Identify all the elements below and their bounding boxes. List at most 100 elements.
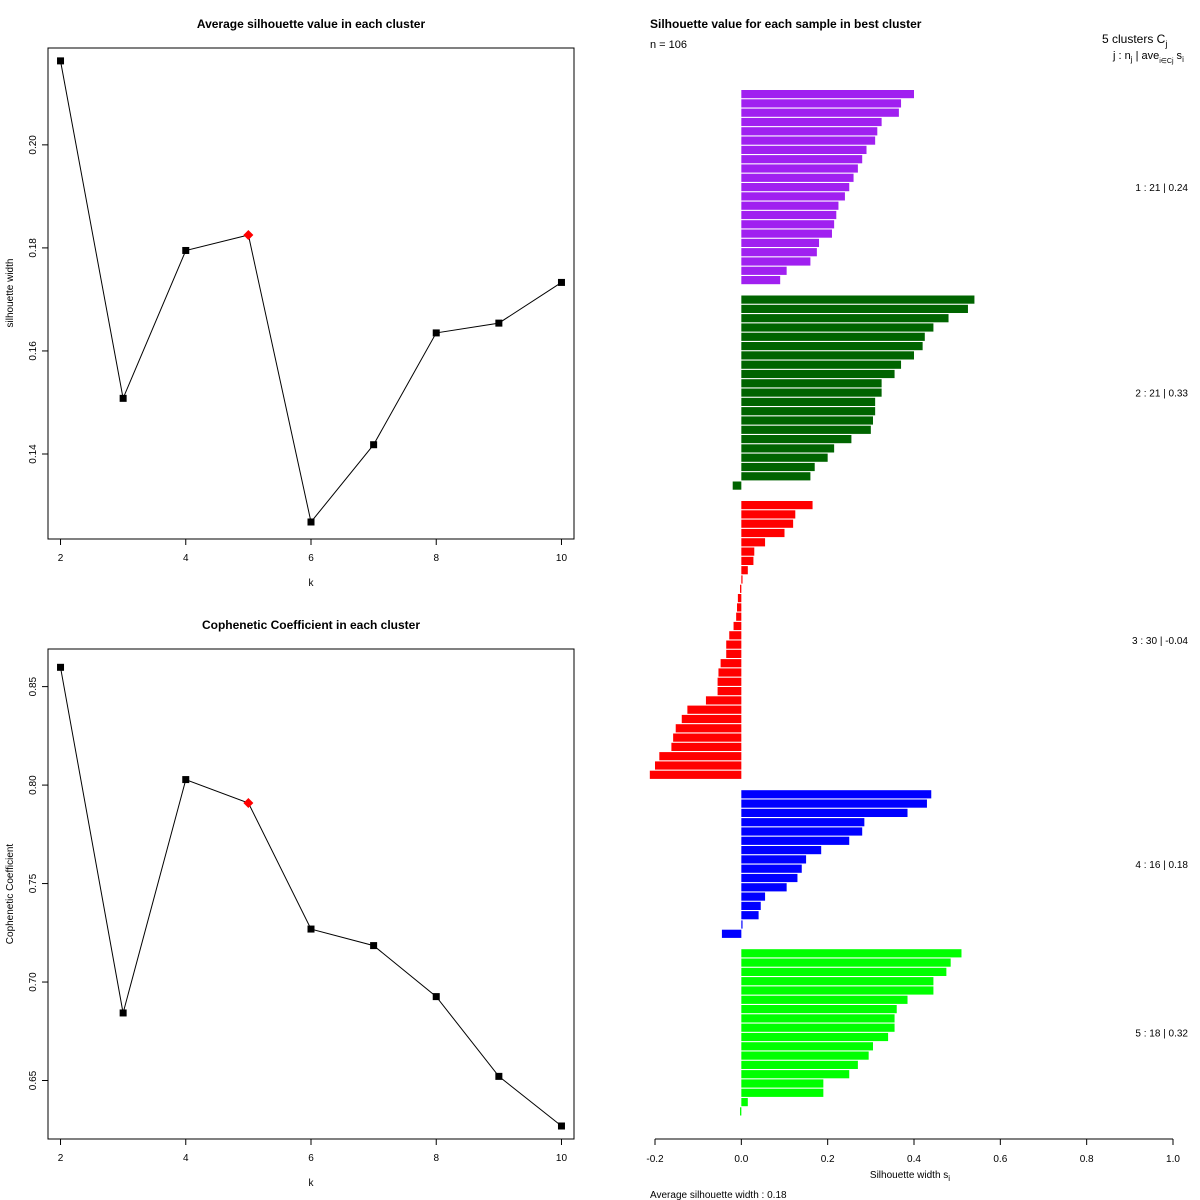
cluster-2-summary-label: 2 : 21 | 0.33 bbox=[1135, 389, 1188, 400]
silhouette-bar-cluster-3 bbox=[675, 724, 742, 733]
silhouette-bar-cluster-5 bbox=[741, 995, 908, 1004]
silhouette-bar-cluster-3 bbox=[705, 696, 742, 705]
silhouette-bar-cluster-2 bbox=[741, 425, 871, 434]
silhouette-bar-cluster-1 bbox=[741, 238, 820, 247]
silhouette-bar-cluster-3 bbox=[737, 603, 742, 612]
silhouette-bar-cluster-1 bbox=[741, 145, 867, 154]
silhouette-x-tick-label: 0.8 bbox=[1080, 1154, 1094, 1165]
silhouette-bar-cluster-3 bbox=[733, 621, 742, 631]
cophenetic-points bbox=[57, 663, 565, 1130]
silhouette-bar-cluster-2 bbox=[741, 295, 975, 304]
silhouette-bar-cluster-4 bbox=[741, 920, 743, 929]
p1-data-point bbox=[370, 441, 378, 449]
legend-sub-ij: i∈Cj bbox=[1159, 58, 1174, 65]
silhouette-bar-cluster-2 bbox=[741, 314, 949, 323]
silhouette-bar-cluster-3 bbox=[687, 705, 742, 714]
cluster-5-summary-label: 5 : 18 | 0.32 bbox=[1135, 1028, 1188, 1039]
cluster-3-summary-label: 3 : 30 | -0.04 bbox=[1132, 636, 1188, 647]
silhouette-bar-cluster-3 bbox=[741, 566, 748, 575]
average-silhouette-panel: Average silhouette value in each cluster… bbox=[5, 17, 575, 589]
silhouette-bar-cluster-3 bbox=[673, 733, 742, 742]
silhouette-bar-cluster-2 bbox=[741, 472, 811, 481]
silhouette-bar-cluster-2 bbox=[741, 323, 934, 332]
silhouette-bar-cluster-1 bbox=[741, 164, 858, 173]
legend-header-main: 5 clusters C bbox=[1102, 32, 1166, 46]
silhouette-bar-cluster-3 bbox=[741, 510, 796, 519]
silhouette-x-tick-label: 0.0 bbox=[734, 1154, 748, 1165]
silhouette-legend-header: 5 clusters Cj j : nj | avei∈Cj si bbox=[1102, 32, 1184, 65]
silhouette-bar-cluster-4 bbox=[741, 808, 908, 817]
avg-silhouette-y-ticks: 0.14 0.16 0.18 0.20 bbox=[28, 135, 48, 464]
p1-data-point bbox=[557, 278, 565, 286]
silhouette-bar-cluster-1 bbox=[741, 266, 787, 275]
silhouette-bar-cluster-1 bbox=[741, 183, 850, 192]
silhouette-bar-cluster-5 bbox=[741, 1088, 824, 1097]
silhouette-bar-cluster-4 bbox=[741, 911, 759, 920]
p2-data-point bbox=[495, 1072, 503, 1080]
p2-x-tick-label: 8 bbox=[433, 1153, 439, 1164]
cophenetic-y-ticks: 0.65 0.70 0.75 0.80 0.85 bbox=[28, 676, 48, 1090]
silhouette-bar-cluster-4 bbox=[741, 901, 761, 910]
silhouette-bar-cluster-4 bbox=[741, 864, 802, 873]
legend-sub-si: i bbox=[1182, 55, 1184, 64]
silhouette-cluster-labels: 1 : 21 | 0.24 2 : 21 | 0.33 3 : 30 | -0.04… bbox=[1132, 183, 1188, 1039]
silhouette-bar-cluster-3 bbox=[655, 761, 742, 770]
silhouette-bar-cluster-2 bbox=[741, 379, 882, 388]
silhouette-x-tick-label: 0.2 bbox=[821, 1154, 835, 1165]
silhouette-bar-cluster-5 bbox=[741, 1032, 889, 1042]
silhouette-x-axis-label-main: Silhouette width s bbox=[870, 1170, 948, 1181]
silhouette-bar-cluster-4 bbox=[741, 892, 766, 901]
silhouette-bar-cluster-2 bbox=[741, 304, 968, 313]
silhouette-x-axis-label: Silhouette width si bbox=[870, 1170, 950, 1183]
silhouette-bar-cluster-1 bbox=[741, 229, 832, 238]
silhouette-bar-cluster-2 bbox=[741, 351, 914, 360]
silhouette-bar-cluster-3 bbox=[681, 714, 742, 724]
silhouette-bar-cluster-3 bbox=[737, 594, 742, 603]
silhouette-bar-cluster-4 bbox=[741, 883, 787, 892]
p1-y-tick-label: 0.14 bbox=[28, 444, 39, 464]
p2-data-point bbox=[57, 663, 65, 671]
p2-best-k-point bbox=[243, 798, 254, 809]
silhouette-bar-cluster-3 bbox=[741, 547, 755, 556]
p2-data-point bbox=[182, 776, 190, 784]
p1-x-tick-label: 2 bbox=[58, 553, 64, 564]
silhouette-bar-cluster-2 bbox=[741, 462, 815, 472]
p2-data-point bbox=[370, 942, 378, 950]
silhouette-bar-cluster-2 bbox=[741, 332, 925, 341]
avg-silhouette-x-ticks: 2 4 6 8 10 bbox=[58, 539, 567, 564]
silhouette-bar-cluster-2 bbox=[741, 407, 876, 416]
silhouette-bar-cluster-3 bbox=[726, 649, 742, 658]
p2-data-point bbox=[557, 1122, 565, 1130]
silhouette-bar-cluster-1 bbox=[741, 155, 863, 164]
silhouette-bar-cluster-3 bbox=[671, 742, 742, 751]
silhouette-bar-cluster-2 bbox=[741, 444, 835, 453]
p1-data-point bbox=[57, 57, 65, 65]
silhouette-bar-cluster-1 bbox=[741, 173, 854, 182]
cophenetic-title: Cophenetic Coefficient in each cluster bbox=[202, 618, 420, 632]
silhouette-bar-cluster-4 bbox=[721, 929, 742, 938]
silhouette-bar-cluster-3 bbox=[741, 556, 754, 565]
silhouette-bar-cluster-4 bbox=[741, 855, 807, 864]
silhouette-bar-cluster-2 bbox=[741, 369, 895, 379]
silhouette-bar-cluster-1 bbox=[741, 90, 914, 99]
avg-silhouette-x-axis-label: k bbox=[309, 578, 315, 589]
p2-y-tick-label: 0.70 bbox=[28, 972, 39, 992]
p1-x-tick-label: 6 bbox=[308, 553, 314, 564]
avg-silhouette-title: Average silhouette value in each cluster bbox=[197, 17, 426, 31]
silhouette-bar-cluster-4 bbox=[741, 846, 822, 855]
silhouette-bar-cluster-5 bbox=[740, 1107, 742, 1116]
cophenetic-y-axis-label: Cophenetic Coefficient bbox=[5, 844, 16, 945]
p2-x-tick-label: 2 bbox=[58, 1153, 64, 1164]
silhouette-bar-cluster-5 bbox=[741, 1060, 858, 1069]
silhouette-bar-cluster-3 bbox=[720, 659, 742, 668]
sample-count-label: n = 106 bbox=[650, 39, 687, 51]
silhouette-bar-cluster-5 bbox=[741, 1005, 897, 1014]
p2-x-tick-label: 4 bbox=[183, 1153, 189, 1164]
silhouette-bar-cluster-1 bbox=[741, 99, 902, 108]
silhouette-bar-cluster-5 bbox=[741, 958, 951, 967]
cluster-4-summary-label: 4 : 16 | 0.18 bbox=[1135, 860, 1188, 871]
legend-sub-main: j : n bbox=[1112, 50, 1131, 62]
p1-y-tick-label: 0.18 bbox=[28, 238, 39, 258]
